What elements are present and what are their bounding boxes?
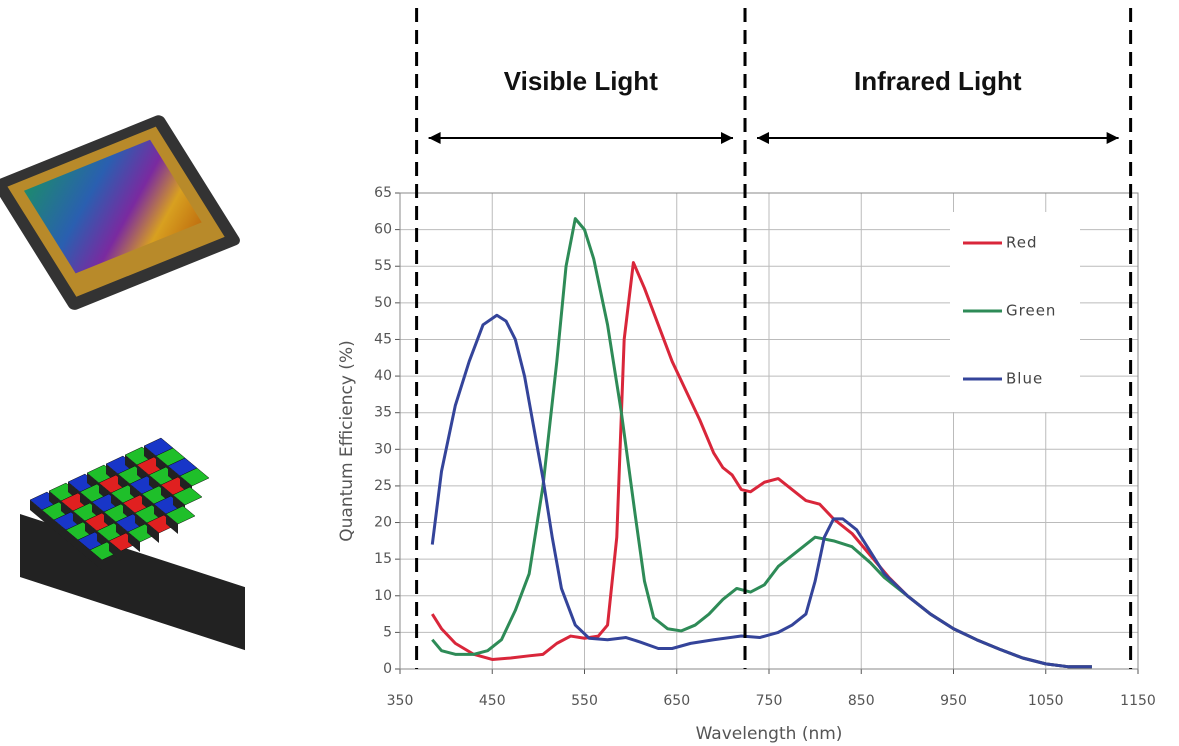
y-tick-label: 35 bbox=[374, 405, 392, 421]
bayer-cell bbox=[179, 467, 210, 487]
x-tick-label: 1150 bbox=[1120, 693, 1156, 709]
bayer-cell-side bbox=[42, 510, 54, 530]
legend-label: Green bbox=[1006, 302, 1056, 320]
bayer-cell-side bbox=[128, 532, 140, 552]
bayer-cell-side bbox=[90, 550, 102, 570]
y-tick-label: 10 bbox=[374, 588, 392, 604]
y-tick-label: 55 bbox=[374, 258, 392, 274]
region-label: Visible Light bbox=[504, 66, 658, 96]
legend-label: Blue bbox=[1006, 370, 1043, 388]
x-tick-label: 950 bbox=[940, 693, 967, 709]
y-tick-label: 65 bbox=[374, 185, 392, 201]
bayer-cell bbox=[172, 486, 203, 506]
bayer-cell-side bbox=[78, 540, 90, 560]
plot-frame bbox=[399, 192, 1139, 670]
y-axis-label: Quantum Efficiency (%) bbox=[337, 340, 357, 541]
y-tick-label: 25 bbox=[374, 478, 392, 494]
bayer-cell-side bbox=[166, 514, 178, 534]
y-tick-label: 15 bbox=[374, 551, 392, 567]
bayer-cell-side bbox=[147, 523, 159, 543]
arrow-head bbox=[721, 132, 734, 144]
y-tick-label: 20 bbox=[374, 515, 392, 531]
series-line bbox=[430, 313, 1092, 669]
bayer-cell-side bbox=[54, 520, 66, 540]
bayer-cell-side bbox=[66, 530, 78, 550]
x-tick-label: 650 bbox=[663, 693, 690, 709]
x-tick-label: 750 bbox=[756, 693, 783, 709]
x-tick-label: 850 bbox=[848, 693, 875, 709]
y-tick-label: 60 bbox=[374, 222, 392, 238]
arrow-head bbox=[757, 132, 770, 144]
x-tick-label: 450 bbox=[479, 693, 506, 709]
x-axis-label: Wavelength (nm) bbox=[696, 724, 843, 744]
bayer-cell-side bbox=[30, 500, 42, 520]
legend-label: Red bbox=[1006, 234, 1038, 252]
chip-die bbox=[23, 139, 202, 274]
x-tick-label: 350 bbox=[387, 693, 414, 709]
sensor-chip-illustration bbox=[0, 115, 240, 310]
bayer-grid bbox=[29, 437, 210, 570]
region-label: Infrared Light bbox=[854, 66, 1022, 96]
plot: 0 5 10 15 20 25 30 35 40 45 50 55 60 65 350 450 550 650 75… bbox=[337, 8, 1156, 744]
y-tick-label: 0 bbox=[383, 661, 392, 677]
legend: Red Green Blue bbox=[950, 212, 1080, 412]
bayer-cell-side bbox=[109, 541, 121, 561]
y-tick-label: 50 bbox=[374, 295, 392, 311]
arrow-head bbox=[1106, 132, 1119, 144]
y-tick-label: 30 bbox=[374, 441, 392, 457]
x-tick-label: 1050 bbox=[1028, 693, 1064, 709]
arrow-head bbox=[428, 132, 441, 144]
y-tick-label: 45 bbox=[374, 331, 392, 347]
y-tick-label: 5 bbox=[383, 624, 392, 640]
x-tick-label: 550 bbox=[571, 693, 598, 709]
y-tick-label: 40 bbox=[374, 368, 392, 384]
